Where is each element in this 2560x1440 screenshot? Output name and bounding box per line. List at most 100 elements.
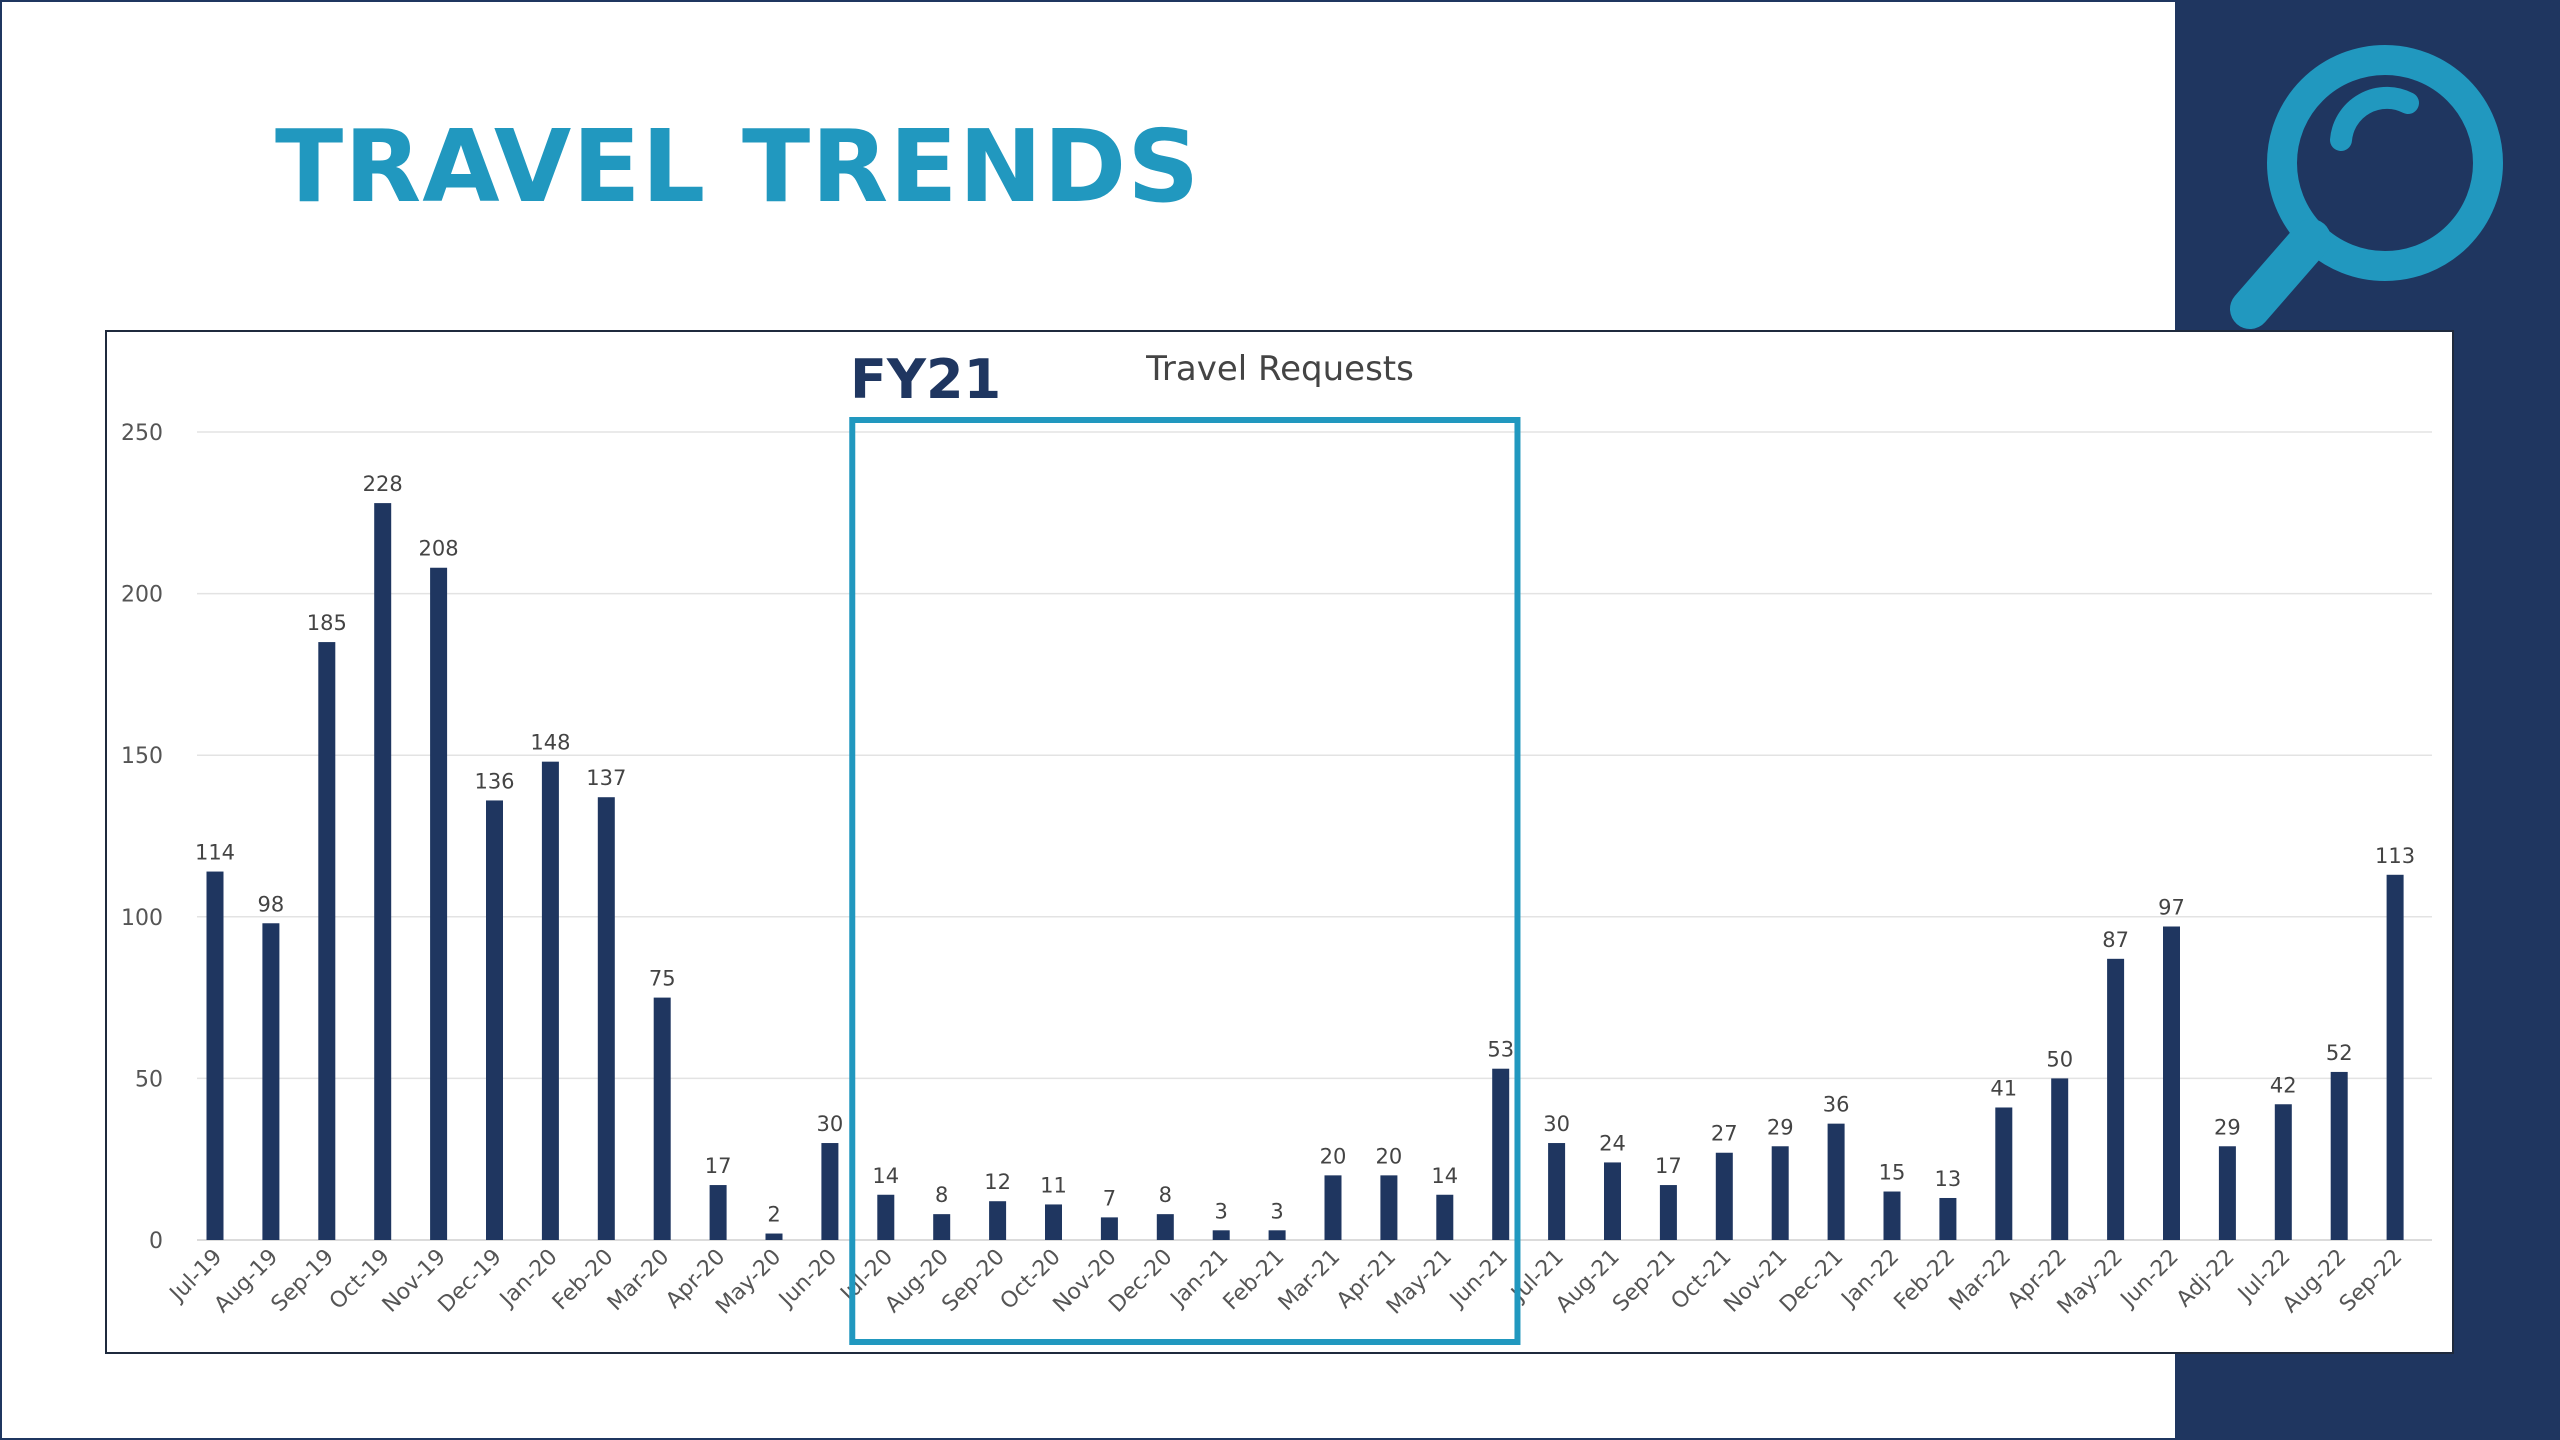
x-tick-label: Aug-22 xyxy=(2278,1245,2351,1318)
data-label: 228 xyxy=(363,472,403,496)
bar xyxy=(1715,1152,1733,1240)
data-label: 97 xyxy=(2158,895,2185,919)
bar xyxy=(1548,1143,1566,1240)
y-tick-label: 150 xyxy=(121,744,163,769)
bar xyxy=(1156,1214,1174,1240)
bar xyxy=(2163,926,2180,1240)
data-label: 14 xyxy=(1431,1164,1458,1188)
data-label: 8 xyxy=(1159,1183,1172,1207)
data-label: 17 xyxy=(1655,1154,1682,1178)
magnifying-glass-icon xyxy=(2230,45,2503,329)
data-label: 8 xyxy=(935,1183,948,1207)
bar xyxy=(2218,1146,2236,1240)
data-label: 30 xyxy=(817,1112,844,1136)
data-label: 2 xyxy=(767,1203,780,1227)
data-label: 52 xyxy=(2326,1041,2353,1065)
x-tick-label: Jun-22 xyxy=(2115,1245,2184,1314)
data-label: 3 xyxy=(1215,1199,1228,1223)
bar xyxy=(1827,1123,1845,1240)
bar xyxy=(262,923,280,1240)
bar xyxy=(1492,1068,1510,1240)
x-tick-label: Dec-19 xyxy=(434,1245,507,1318)
x-axis: Jul-19Aug-19Sep-19Oct-19Nov-19Dec-19Jan-… xyxy=(164,1245,2407,1320)
x-tick-label: Aug-19 xyxy=(210,1245,283,1318)
bar xyxy=(933,1214,951,1240)
bar xyxy=(541,761,559,1240)
bar xyxy=(1380,1175,1398,1240)
x-tick-label: Aug-21 xyxy=(1551,1245,1624,1318)
bar xyxy=(1100,1217,1118,1240)
bar xyxy=(765,1233,783,1240)
x-tick-label: Adj-22 xyxy=(2172,1245,2240,1313)
x-tick-label: Sep-19 xyxy=(267,1245,339,1317)
bar xyxy=(1324,1175,1342,1240)
data-label: 42 xyxy=(2270,1073,2297,1097)
bar xyxy=(2330,1071,2348,1240)
data-label: 27 xyxy=(1711,1122,1738,1146)
data-label: 3 xyxy=(1270,1199,1283,1223)
bar xyxy=(877,1194,895,1240)
data-label: 53 xyxy=(1487,1038,1514,1062)
bars xyxy=(206,503,2404,1240)
data-label: 148 xyxy=(530,731,570,755)
data-label: 87 xyxy=(2102,928,2129,952)
chart-title: Travel Requests xyxy=(1145,349,1414,389)
data-label: 17 xyxy=(705,1154,732,1178)
bar xyxy=(653,997,671,1240)
bar xyxy=(486,800,503,1240)
x-tick-label: Sep-21 xyxy=(1608,1245,1680,1317)
bar xyxy=(2107,958,2125,1240)
x-tick-label: Mar-20 xyxy=(603,1245,674,1316)
data-label: 24 xyxy=(1599,1131,1626,1155)
bar xyxy=(1604,1162,1621,1240)
bar xyxy=(1659,1185,1677,1240)
x-tick-label: Mar-22 xyxy=(1945,1245,2016,1316)
data-label: 75 xyxy=(649,967,676,991)
bar xyxy=(709,1185,727,1240)
bar xyxy=(989,1201,1007,1240)
data-label: 36 xyxy=(1823,1093,1850,1117)
y-tick-label: 100 xyxy=(121,906,163,931)
data-label: 12 xyxy=(984,1170,1011,1194)
bar xyxy=(2274,1104,2292,1240)
bar xyxy=(318,642,336,1240)
bar xyxy=(1436,1194,1454,1240)
bar xyxy=(2386,874,2404,1240)
data-label: 29 xyxy=(1767,1115,1794,1139)
data-label: 50 xyxy=(2046,1047,2073,1071)
bar xyxy=(1212,1230,1230,1240)
bar xyxy=(1771,1146,1789,1240)
x-tick-label: Dec-20 xyxy=(1104,1245,1177,1318)
fy21-highlight-box xyxy=(849,417,1521,1345)
data-label: 29 xyxy=(2214,1115,2241,1139)
x-tick-label: Sep-20 xyxy=(937,1245,1009,1317)
data-label: 20 xyxy=(1320,1144,1347,1168)
data-label: 7 xyxy=(1103,1186,1116,1210)
y-tick-label: 250 xyxy=(121,421,163,446)
data-label: 136 xyxy=(474,769,514,793)
bar xyxy=(430,567,448,1240)
bar xyxy=(1883,1191,1901,1240)
data-label: 41 xyxy=(1990,1076,2017,1100)
data-label: 208 xyxy=(419,537,459,561)
data-label: 185 xyxy=(307,611,347,635)
y-tick-label: 50 xyxy=(135,1067,163,1092)
data-label: 20 xyxy=(1376,1144,1403,1168)
x-tick-label: Jun-20 xyxy=(773,1245,842,1314)
bar xyxy=(374,503,392,1240)
chart-container: 0 50 100 150 200 250 114 98 185 228 208 136 148 137 7… xyxy=(105,330,2454,1354)
y-tick-label: 200 xyxy=(121,583,163,608)
bar xyxy=(1939,1197,1957,1240)
data-label: 14 xyxy=(872,1164,899,1188)
data-label: 98 xyxy=(258,892,285,916)
bar xyxy=(597,797,615,1240)
gridlines xyxy=(197,431,2432,1241)
data-label: 13 xyxy=(1935,1167,1962,1191)
bar xyxy=(206,871,224,1240)
data-label: 30 xyxy=(1543,1112,1570,1136)
x-tick-label: Mar-21 xyxy=(1274,1245,1345,1316)
x-tick-label: Dec-21 xyxy=(1775,1245,1848,1318)
y-axis: 0 50 100 150 200 250 xyxy=(121,421,163,1254)
bar xyxy=(1268,1230,1286,1240)
